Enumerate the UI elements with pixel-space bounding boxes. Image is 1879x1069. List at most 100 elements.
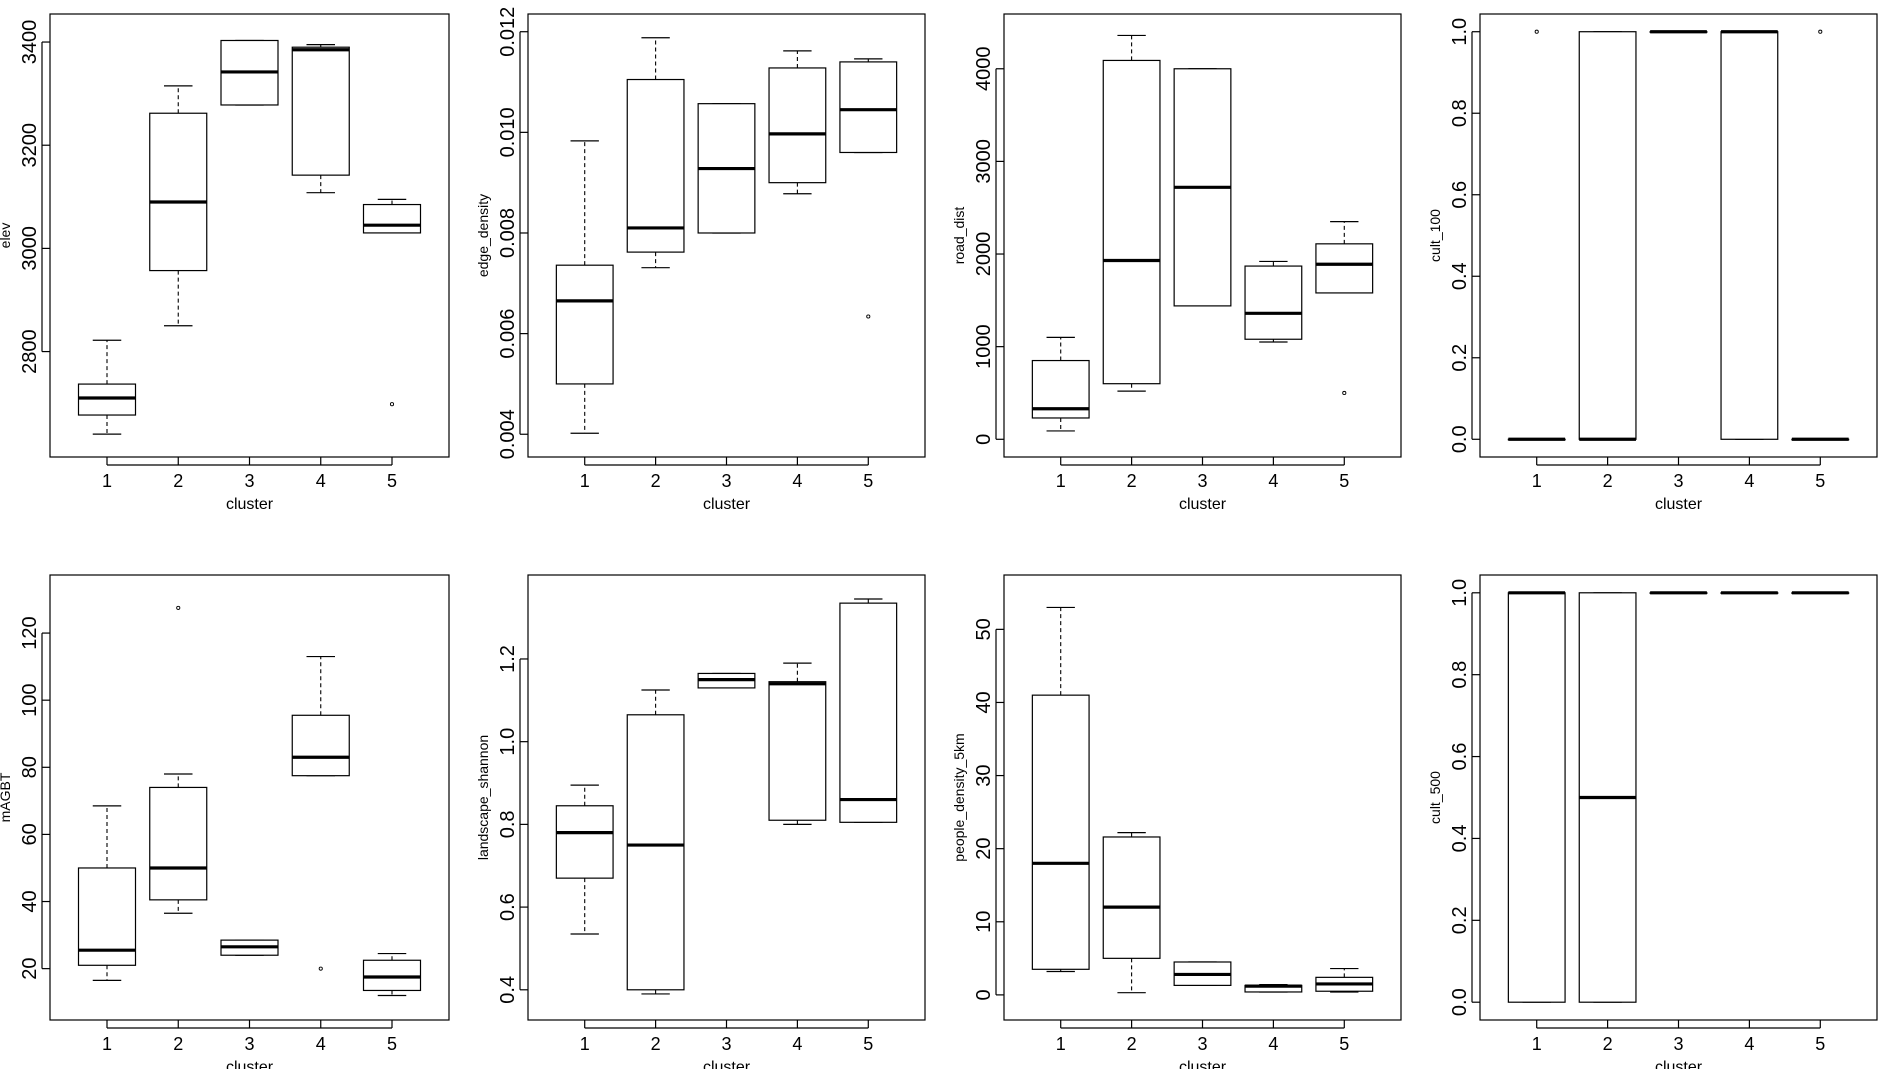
x-tick-label: 4 [1744,1034,1754,1054]
y-tick-label: 4000 [973,47,995,92]
chart-panel-2: 0.004 0.006 0.008 0.010 0.012 edge_density 1 2 3… [475,7,926,513]
box-cluster-4 [1244,260,1303,343]
y-tick-label: 3000 [19,226,41,271]
y-tick-label: 1.0 [497,728,519,756]
iqr-box [555,805,614,879]
iqr-box [555,264,614,385]
box-cluster-3 [1173,961,1232,986]
y-tick-label: 2000 [973,232,995,277]
x-tick-label: 4 [316,1034,326,1054]
box-cluster-5 [1791,29,1850,441]
x-tick-label: 2 [651,471,661,491]
x-tick-label: 5 [863,1034,873,1054]
box-cluster-3 [697,103,756,234]
x-axis-label: cluster [1655,1059,1703,1069]
y-axis-label: cult_100 [1427,209,1443,262]
x-tick-label: 4 [792,1034,802,1054]
x-tick-label: 3 [721,471,731,491]
plot-frame [1479,13,1878,458]
y-axis-label: landscape_shannon [475,735,491,860]
box-cluster-5 [1315,967,1374,993]
y-tick-label: 80 [19,756,41,778]
box-cluster-5 [839,58,898,319]
y-tick-label: 0.4 [1449,825,1471,853]
box-cluster-2 [1102,34,1161,392]
y-tick-label: 20 [19,958,41,980]
y-tick-label: 0.6 [497,893,519,921]
x-axis-label: cluster [226,496,274,513]
x-axis-label: cluster [1179,1059,1227,1069]
x-tick-label: 5 [1815,1034,1825,1054]
chart-panel-6: 0.4 0.6 0.8 1.0 1.2 landscape_shannon 1 2 3 4 5 clu… [475,574,926,1069]
y-axis-label: mAGBT [0,772,13,822]
x-tick-label: 3 [721,1034,731,1054]
y-tick-label: 1.0 [1449,579,1471,607]
x-tick-label: 4 [1268,471,1278,491]
x-tick-label: 1 [102,1034,112,1054]
iqr-box [1102,836,1161,959]
y-axis-label: people_density_5km [951,733,967,861]
x-axis-label: cluster [703,1059,751,1069]
y-tick-label: 1.0 [1449,18,1471,46]
iqr-box [1578,31,1637,440]
x-tick-label: 3 [1197,471,1207,491]
iqr-box [1244,265,1303,340]
outlier-point [866,314,871,319]
y-tick-label: 0.6 [1449,181,1471,209]
x-tick-label: 3 [244,1034,254,1054]
y-tick-label: 50 [973,618,995,640]
x-axis-label: cluster [1655,496,1703,513]
x-tick-label: 4 [1744,471,1754,491]
y-tick-label: 0.4 [497,976,519,1004]
x-tick-label: 2 [1603,471,1613,491]
x-tick-label: 3 [1197,1034,1207,1054]
y-tick-label: 0.008 [497,208,519,258]
x-tick-label: 1 [580,1034,590,1054]
y-tick-label: 20 [973,838,995,860]
y-tick-label: 60 [19,823,41,845]
box-cluster-3 [220,939,279,956]
iqr-box [1315,243,1374,294]
box-cluster-4 [291,655,350,971]
x-tick-label: 4 [1268,1034,1278,1054]
y-axis-label: elev [0,223,13,249]
box-cluster-1 [1031,336,1090,432]
box-cluster-1 [1507,29,1566,441]
box-cluster-2 [626,689,685,995]
x-tick-label: 2 [1127,1034,1137,1054]
y-tick-label: 0.012 [497,7,519,57]
x-tick-label: 2 [173,1034,183,1054]
iqr-box [1031,694,1090,970]
x-tick-label: 2 [173,471,183,491]
iqr-box [149,786,208,901]
y-tick-label: 0.006 [497,309,519,359]
x-tick-label: 2 [651,1034,661,1054]
y-tick-label: 0 [973,434,995,445]
iqr-box [839,61,898,154]
box-cluster-2 [1578,592,1637,1003]
x-tick-label: 1 [580,471,590,491]
box-cluster-3 [1649,591,1708,595]
iqr-box [291,46,350,176]
outlier-point [1342,390,1347,396]
iqr-box [626,714,685,991]
box-cluster-4 [291,44,350,194]
y-tick-label: 100 [19,683,41,716]
iqr-box [839,602,898,823]
box-cluster-3 [697,672,756,689]
chart-panel-1: 2800 3000 3200 3400 elev 1 2 3 4 5 cluster [0,13,450,513]
box-cluster-4 [768,50,827,195]
y-axis-label: edge_density [475,194,491,277]
y-tick-label: 1000 [973,324,995,369]
box-cluster-2 [149,605,208,914]
iqr-box [1102,59,1161,385]
x-tick-label: 5 [1815,471,1825,491]
chart-panel-8: 0.0 0.2 0.4 0.6 0.8 1.0 cult_500 1 2 3 4 5 cluster [1427,574,1878,1069]
y-tick-label: 0.2 [1449,344,1471,372]
outlier-point [389,402,395,407]
box-cluster-1 [1031,606,1090,973]
box-cluster-1 [77,805,137,981]
y-tick-label: 0.0 [1449,988,1471,1016]
box-cluster-5 [839,598,898,823]
